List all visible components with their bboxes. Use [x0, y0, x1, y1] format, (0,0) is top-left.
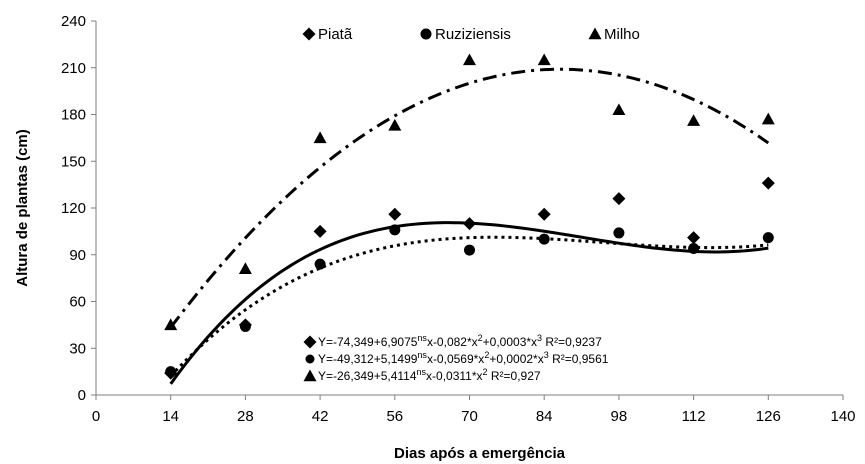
- y-tick-label: 0: [78, 387, 86, 404]
- y-tick-label: 30: [69, 340, 86, 357]
- equation-part: +0,0003*x: [483, 335, 537, 349]
- x-tick-label: 140: [830, 408, 855, 425]
- equation-part: Y=-74,349+6,9075: [318, 335, 418, 349]
- equation-part: ns: [417, 350, 427, 360]
- data-point-milho: [463, 53, 476, 66]
- series-ruziziensis: [165, 224, 774, 378]
- x-tick-label: 98: [611, 408, 628, 425]
- x-tick-label: 84: [536, 408, 553, 425]
- x-tick-label: 70: [461, 408, 478, 425]
- data-point-piat-: [313, 224, 327, 238]
- data-point-piat-: [687, 231, 701, 245]
- equation-milho: Y=-26,349+5,4114nsx-0,0311*x2 R²=0,927: [318, 367, 541, 383]
- data-point-ruziziensis: [538, 233, 550, 245]
- equation-part: R²=0,9561: [549, 352, 609, 366]
- x-tick-label: 28: [237, 408, 254, 425]
- y-tick-label: 60: [69, 294, 86, 311]
- y-tick-label: 150: [61, 153, 86, 170]
- y-tick-label: 180: [61, 107, 86, 124]
- data-point-milho: [313, 131, 327, 144]
- equation-part: 2: [478, 333, 483, 343]
- series-milho: [164, 53, 775, 331]
- data-point-ruziziensis: [165, 366, 177, 378]
- data-point-milho: [164, 318, 178, 331]
- equation-part: 3: [537, 333, 542, 343]
- equation-marker-milho: [303, 369, 317, 382]
- data-point-milho: [761, 112, 775, 125]
- data-point-milho: [612, 103, 626, 116]
- equation-part: Y=-49,312+5,1499: [318, 352, 418, 366]
- equation-part: ns: [417, 367, 427, 377]
- data-point-milho: [537, 53, 551, 66]
- equation-part: 2: [483, 367, 488, 377]
- equation-part: +0,0002*x: [489, 352, 543, 366]
- x-tick-label: 0: [92, 408, 100, 425]
- equation-marker-ruziziensis: [305, 354, 315, 364]
- y-axis-label: Altura de plantas (cm): [14, 129, 31, 287]
- legend-marker-milho: [588, 27, 602, 40]
- trendline-milho: [169, 67, 770, 329]
- data-point-ruziziensis: [464, 244, 475, 256]
- x-tick-label: 56: [386, 408, 403, 425]
- equation-part: 2: [484, 350, 489, 360]
- x-tick-label: 42: [312, 408, 329, 425]
- x-tick-label: 126: [756, 408, 781, 425]
- y-tick-label: 240: [61, 13, 86, 30]
- data-point-piat-: [537, 207, 551, 221]
- legend-marker-piat-: [302, 27, 316, 41]
- x-axis-label: Dias após a emergência: [394, 445, 566, 462]
- equation-part: x-0,082*x: [427, 335, 478, 349]
- equation-part: Y=-26,349+5,4114: [318, 369, 417, 383]
- legend-label-milho: Milho: [604, 26, 640, 43]
- data-point-ruziziensis: [613, 227, 625, 239]
- data-point-milho: [388, 118, 402, 131]
- equation-part: x-0,0569*x: [427, 352, 484, 366]
- data-point-ruziziensis: [239, 320, 251, 332]
- x-tick-label: 14: [162, 408, 179, 425]
- y-tick-label: 120: [61, 200, 86, 217]
- legend-label-ruziziensis: Ruziziensis: [435, 26, 511, 43]
- equation-ruziziensis: Y=-49,312+5,1499nsx-0,0569*x2+0,0002*x3 …: [318, 350, 609, 366]
- x-tick-label: 112: [682, 408, 706, 425]
- data-point-ruziziensis: [762, 232, 774, 244]
- equation-marker-piat-: [303, 335, 317, 349]
- equation-part: x-0,0311*x: [426, 369, 482, 383]
- legend-label-piat-: Piatã: [318, 26, 353, 43]
- y-tick-label: 90: [69, 247, 86, 264]
- data-point-ruziziensis: [688, 243, 700, 255]
- data-point-piat-: [388, 207, 402, 221]
- equation-part: R²=0,927: [488, 369, 541, 383]
- equation-part: ns: [417, 333, 427, 343]
- equation-piat-: Y=-74,349+6,9075nsx-0,082*x2+0,0003*x3 R…: [318, 333, 602, 349]
- data-point-piat-: [612, 192, 626, 206]
- equation-part: R²=0,9237: [542, 335, 602, 349]
- data-point-milho: [238, 262, 252, 274]
- data-point-ruziziensis: [389, 224, 401, 236]
- data-point-piat-: [761, 176, 775, 190]
- legend-marker-ruziziensis: [420, 28, 432, 40]
- data-point-milho: [687, 114, 701, 126]
- equation-part: 3: [544, 350, 549, 360]
- data-point-ruziziensis: [314, 258, 326, 270]
- y-tick-label: 210: [61, 60, 86, 77]
- data-point-piat-: [463, 217, 476, 231]
